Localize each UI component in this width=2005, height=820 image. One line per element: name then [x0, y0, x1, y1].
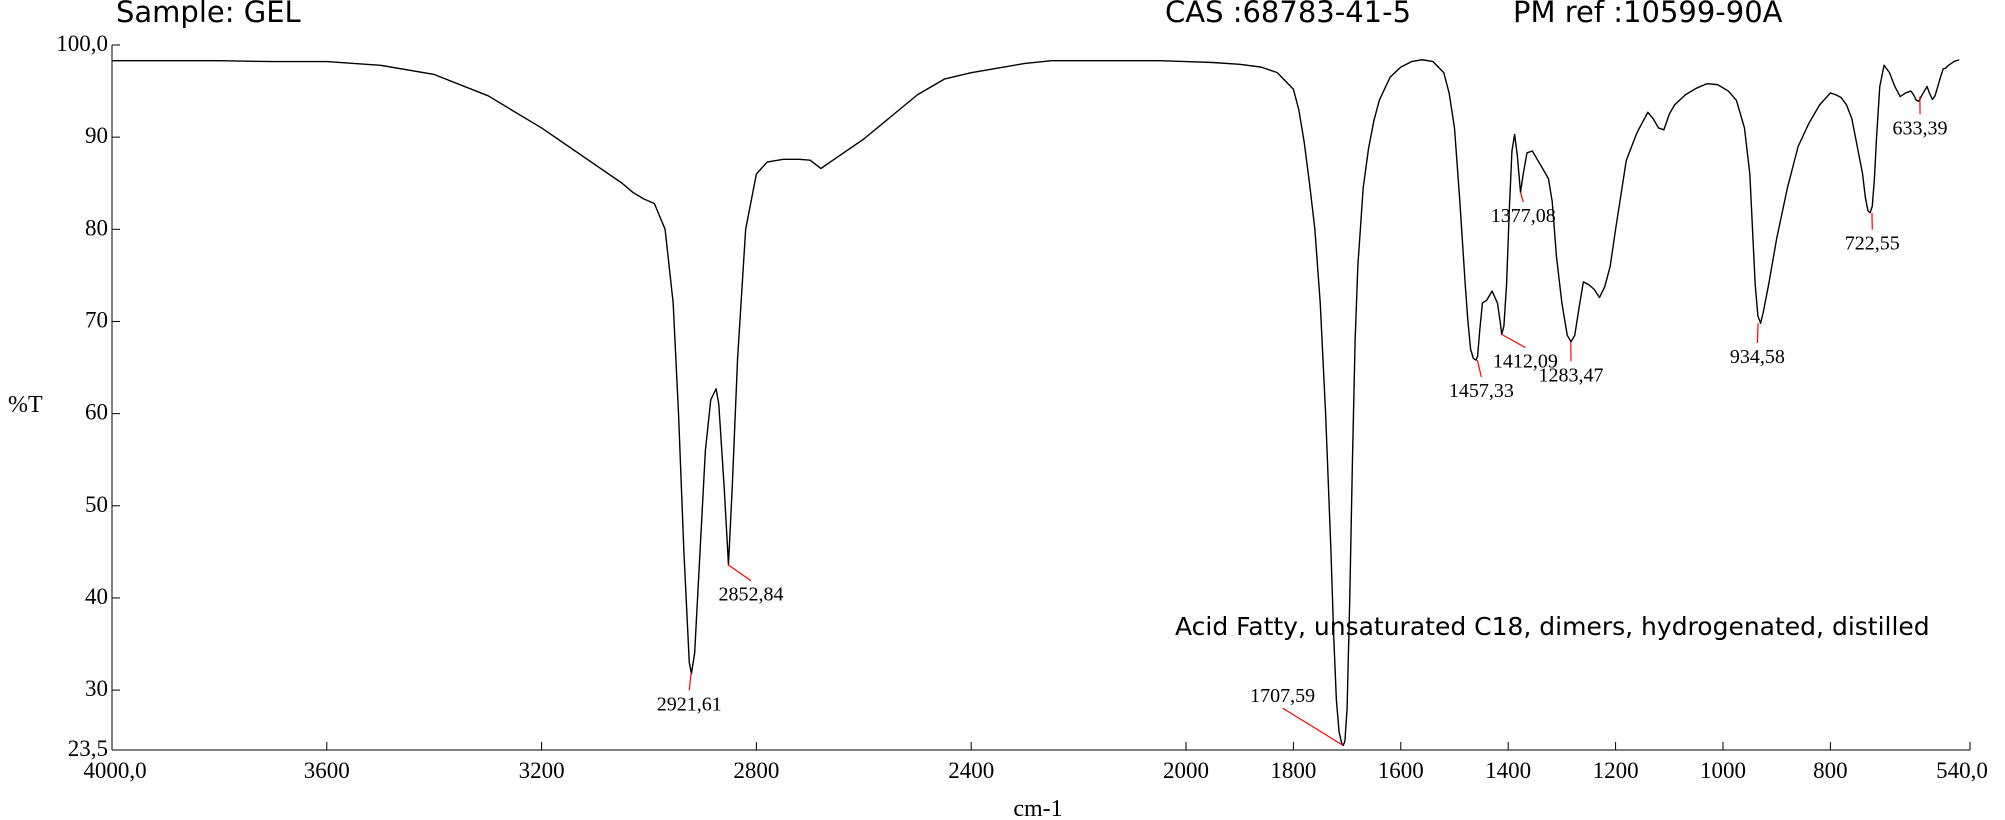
x-tick-label: 3200 — [519, 758, 565, 783]
y-tick-label: 100,0 — [56, 31, 108, 56]
peak-label: 722,55 — [1845, 233, 1900, 255]
y-tick-label: 23,5 — [68, 736, 108, 761]
y-tick-label: 60 — [85, 400, 108, 425]
peak-label: 1457,33 — [1449, 380, 1514, 402]
peak-marker — [1282, 707, 1344, 746]
spectrum-line — [112, 59, 1960, 747]
y-axis-label: %T — [8, 392, 43, 418]
y-tick-label: 30 — [85, 676, 108, 701]
x-axis-label: cm-1 — [1013, 796, 1062, 820]
peak-label: 1283,47 — [1539, 364, 1604, 386]
peak-annotations: 2921,61 2852,84 1707,59 1457,33 1412,09 1377,… — [657, 96, 1948, 746]
y-tick-label: 80 — [85, 215, 108, 240]
sample-description: Acid Fatty, unsaturated C18, dimers, hyd… — [1175, 612, 1930, 641]
x-tick-label: 540,0 — [1936, 758, 1988, 783]
x-tick-label: 1000 — [1700, 758, 1746, 783]
y-tick-label: 40 — [85, 584, 108, 609]
peak-label: 1707,59 — [1250, 685, 1315, 707]
peak-label: 1377,08 — [1491, 205, 1556, 227]
peak-marker — [1476, 360, 1482, 378]
peak-marker — [1756, 323, 1759, 343]
x-tick-label: 1600 — [1378, 758, 1424, 783]
x-tick-label: 4000,0 — [83, 758, 146, 783]
x-tick-label: 3600 — [304, 758, 350, 783]
peak-label: 2852,84 — [719, 584, 784, 606]
x-tick-label: 1800 — [1270, 758, 1316, 783]
sample-title: Sample: GEL — [116, 0, 301, 29]
peak-marker — [1519, 192, 1524, 203]
pm-reference: PM ref :10599-90A — [1513, 0, 1783, 29]
x-tick-label: 1200 — [1593, 758, 1639, 783]
peak-marker — [727, 564, 752, 582]
x-tick-label: 2000 — [1163, 758, 1209, 783]
peak-label: 2921,61 — [657, 693, 722, 715]
peak-label: 934,58 — [1730, 346, 1785, 368]
x-tick-label: 1400 — [1485, 758, 1531, 783]
y-tick-label: 70 — [85, 307, 108, 332]
y-tick-label: 90 — [85, 123, 108, 148]
x-tick-label: 800 — [1813, 758, 1848, 783]
y-axis: 100,0 90 80 70 60 50 40 30 23,5 — [56, 31, 120, 761]
x-tick-label: 2400 — [948, 758, 994, 783]
peak-label: 633,39 — [1893, 117, 1948, 139]
peak-label: 1412,09 — [1493, 351, 1558, 373]
x-tick-label: 2800 — [733, 758, 779, 783]
x-axis: 4000,0 3600 3200 2800 2400 2000 1800 1600 1400 12… — [83, 742, 1988, 783]
peak-marker — [688, 673, 692, 691]
y-tick-label: 50 — [85, 492, 108, 517]
cas-number: CAS :68783-41-5 — [1165, 0, 1411, 29]
peak-marker — [1501, 333, 1526, 349]
